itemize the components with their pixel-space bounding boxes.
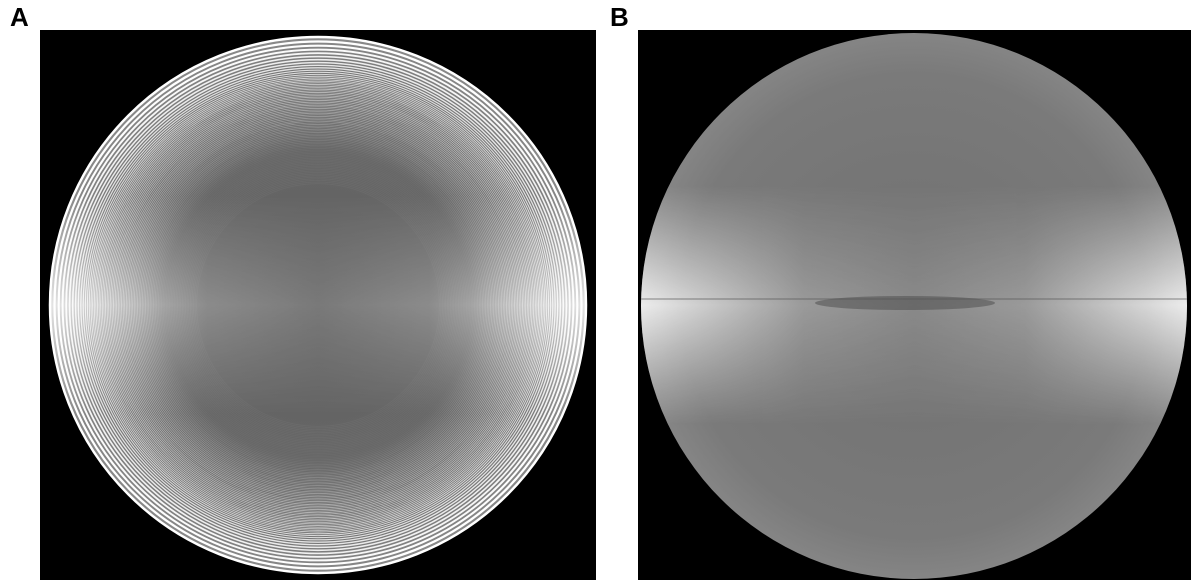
ring [68,55,568,555]
ring [117,104,519,506]
ring [178,165,458,445]
ring [122,109,514,501]
panel-a [40,30,596,580]
panel-b [638,30,1191,580]
ring [106,93,530,517]
ring [100,87,536,523]
ring [143,130,493,480]
ring [169,156,467,454]
band [50,195,586,415]
ring [161,148,475,462]
ring [157,144,479,466]
ring [71,58,565,552]
ring [53,40,583,570]
ring [101,88,535,522]
ring [119,106,517,504]
rings [48,35,588,575]
ring [93,80,543,530]
ring [84,71,552,539]
ring [116,103,520,507]
ring [159,146,477,464]
ring [183,170,453,440]
ring [189,176,447,434]
ring [132,119,504,491]
ring [170,157,466,453]
ring [188,175,448,435]
ring [141,128,495,482]
ring [137,124,499,486]
ring [194,181,442,429]
ring [92,79,544,531]
ring [154,141,482,469]
ring [130,117,506,493]
ring [111,98,525,512]
ring [172,159,464,451]
ring [125,112,511,498]
dark-streak [815,296,995,310]
ring [156,143,480,467]
ring [105,92,531,518]
ring [77,64,559,546]
ring [196,183,440,427]
ring [180,167,456,443]
ring [181,168,455,442]
ring [74,61,562,549]
panel-label: A [10,2,29,32]
ring [65,52,571,558]
ring [165,152,471,458]
ring [164,151,472,459]
ring [146,133,490,477]
ring [90,77,546,533]
ring [82,69,554,541]
ring [191,178,445,432]
ring [140,127,496,483]
ring [124,111,512,499]
ring [57,44,579,566]
ring [48,35,588,575]
band [641,185,1187,425]
ring [61,48,575,562]
ring [148,135,488,475]
ring [121,108,515,502]
ring [175,162,461,448]
ring [167,154,469,456]
ring [149,136,487,474]
ring [108,95,528,515]
ring [103,90,533,520]
ring [133,120,503,490]
ring [162,149,474,461]
ring [145,132,491,478]
ring [177,164,459,446]
ring [97,84,539,526]
ring [135,122,501,488]
ring [173,160,463,450]
ring [88,75,548,535]
ring [113,100,523,510]
ring [127,114,509,496]
ring [138,125,498,485]
ring [109,96,527,514]
ring [129,116,507,494]
ring [151,138,485,472]
ring [98,85,538,525]
ring [114,101,522,509]
ring [80,67,556,543]
ring [153,140,483,470]
ring [185,172,451,438]
ring [95,82,541,528]
ring [86,73,550,537]
ring [193,180,443,430]
panel-label: B [610,2,629,32]
ring [186,173,450,437]
